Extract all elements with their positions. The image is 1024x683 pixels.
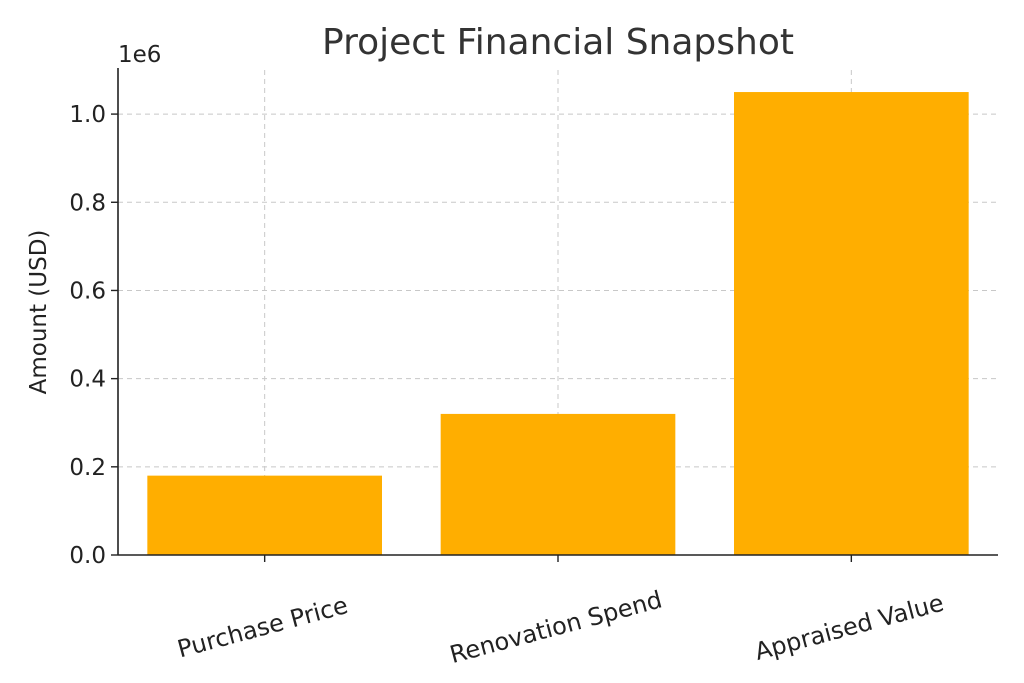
x-tick-label: Appraised Value bbox=[752, 589, 947, 666]
x-axis-ticks: Purchase Price Renovation Spend Appraised … bbox=[174, 555, 947, 669]
bars bbox=[147, 92, 969, 555]
bar-appraised-value bbox=[734, 92, 969, 555]
y-tick-label: 0.6 bbox=[69, 278, 106, 304]
bar-renovation-spend bbox=[440, 413, 676, 555]
bar-purchase-price bbox=[147, 475, 382, 555]
y-tick-label: 1.0 bbox=[69, 102, 106, 128]
y-axis-ticks: 0.0 0.2 0.4 0.6 0.8 1.0 bbox=[69, 102, 118, 569]
x-tick-label: Purchase Price bbox=[174, 591, 350, 663]
y-tick-label: 0.4 bbox=[69, 367, 106, 393]
y-tick-label: 0.0 bbox=[69, 543, 106, 569]
y-axis-label: Amount (USD) bbox=[26, 230, 52, 395]
y-tick-label: 0.2 bbox=[69, 455, 106, 481]
x-tick-label: Renovation Spend bbox=[447, 585, 665, 669]
y-axis-offset-label: 1e6 bbox=[118, 42, 161, 68]
chart-title: Project Financial Snapshot bbox=[322, 22, 794, 63]
y-tick-label: 0.8 bbox=[69, 190, 106, 216]
